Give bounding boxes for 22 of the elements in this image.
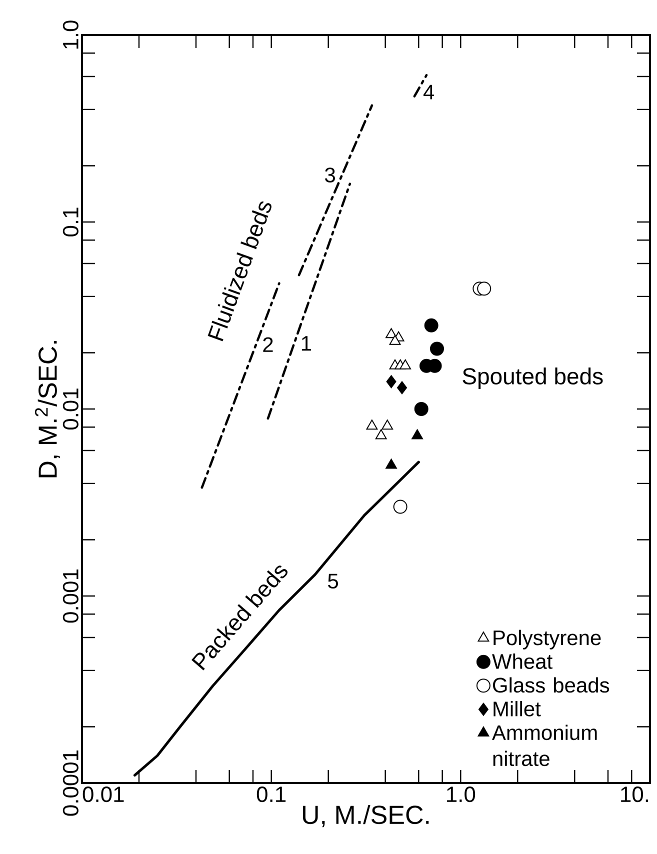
y-tick-label: 0.01 [62, 388, 78, 430]
series-label: 4 [423, 84, 434, 100]
x-tick-label: 0.01 [82, 786, 124, 802]
y-axis-title: D, M.$^{2}$/SEC. [34, 341, 60, 478]
legend-label: Ammonium nitrate [492, 724, 597, 766]
legend-label: Wheat [492, 654, 552, 669]
annotation: Spouted beds [462, 368, 603, 389]
x-tick-label: 10. [621, 786, 648, 802]
y-tick-label: 1.0 [62, 20, 78, 49]
legend-label: Millet [494, 700, 541, 716]
series-label: 2 [263, 337, 273, 352]
legend-label: Polystyrene [494, 630, 601, 650]
y-tick-label: 0.0001 [62, 750, 78, 816]
series-label: 3 [325, 168, 335, 182]
series-label: 5 [328, 574, 338, 589]
series-label: 1 [302, 336, 311, 351]
y-tick-label: 0.1 [62, 208, 78, 236]
y-tick-label: 0.001 [62, 570, 78, 623]
x-tick-label: 0.1 [256, 786, 286, 802]
legend-label: Glass beads [493, 677, 610, 693]
x-tick-label: 1.0 [447, 786, 476, 802]
x-axis-title: U, M./SEC. [302, 804, 429, 828]
